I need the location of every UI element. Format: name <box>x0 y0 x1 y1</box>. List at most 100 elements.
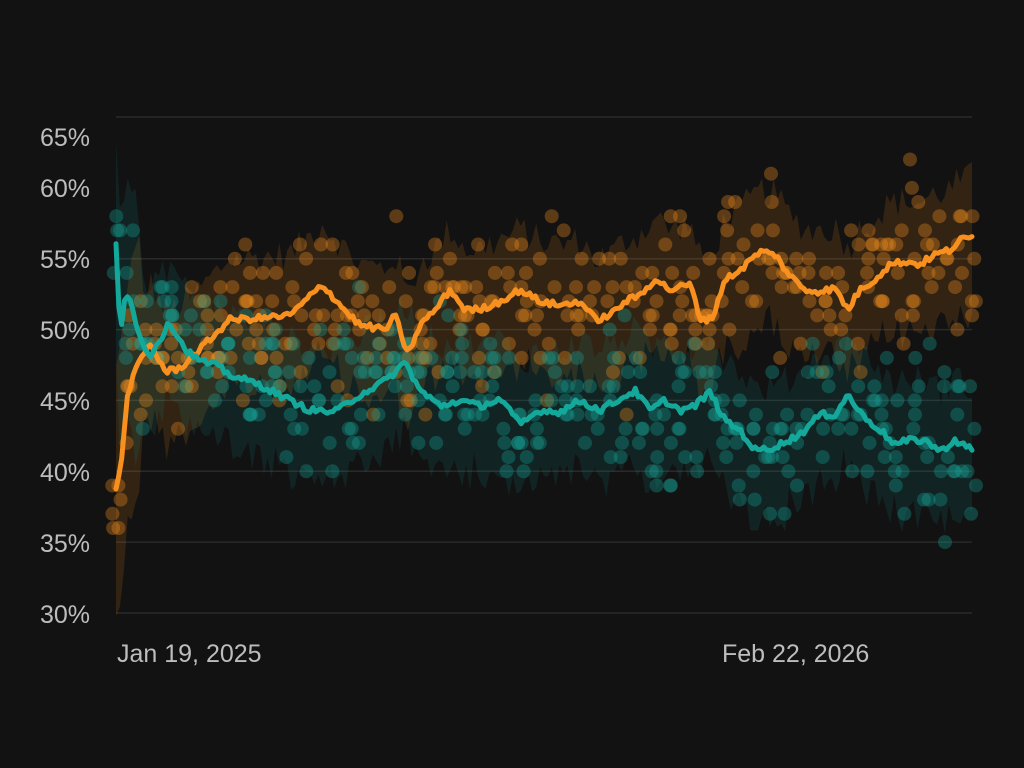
poll-dot <box>155 379 170 394</box>
poll-dot <box>850 336 865 351</box>
poll-dot <box>964 506 979 521</box>
poll-dot <box>633 365 648 380</box>
poll-dot <box>225 280 240 295</box>
poll-dot <box>344 350 359 365</box>
poll-dot <box>532 251 547 266</box>
poll-dot <box>165 308 180 323</box>
poll-dot <box>569 308 584 323</box>
poll-dot <box>119 265 134 280</box>
poll-dot <box>485 379 500 394</box>
poll-dot <box>402 265 416 280</box>
poll-dot <box>612 350 626 365</box>
poll-dot <box>921 265 936 280</box>
poll-dot <box>736 237 751 252</box>
poll-dot <box>745 294 759 309</box>
poll-dot <box>518 308 533 323</box>
poll-dot <box>239 294 254 309</box>
poll-dot <box>514 350 529 365</box>
poll-dot <box>601 379 616 394</box>
poll-dot <box>366 407 381 422</box>
poll-dot <box>875 294 890 309</box>
poll-dot <box>328 322 342 337</box>
poll-dot <box>672 308 687 323</box>
poll-dot <box>200 365 215 380</box>
poll-dot <box>475 322 490 337</box>
poll-dot <box>183 308 198 323</box>
poll-dot <box>605 280 620 295</box>
poll-dot <box>688 336 703 351</box>
poll-dot <box>802 251 816 266</box>
poll-dot <box>283 407 298 422</box>
poll-dot <box>165 308 180 323</box>
poll-dot <box>688 322 703 337</box>
poll-dot <box>110 223 125 238</box>
poll-dot <box>819 265 834 280</box>
poll-dot <box>454 280 469 295</box>
poll-dot <box>721 195 736 209</box>
poll-dot <box>905 308 920 323</box>
poll-dot <box>259 393 273 408</box>
poll-dot <box>570 407 585 422</box>
poll-dot <box>179 379 194 394</box>
poll-dot <box>352 280 367 295</box>
poll-dot <box>968 294 983 309</box>
poll-dot <box>239 379 254 394</box>
poll-dot <box>746 421 761 436</box>
poll-dot <box>632 350 647 365</box>
teal-series-band <box>116 142 972 535</box>
poll-dot <box>950 407 965 422</box>
poll-dot <box>765 265 780 280</box>
poll-dot <box>299 464 314 479</box>
poll-dot <box>732 393 747 408</box>
poll-dot <box>860 464 875 479</box>
poll-dot <box>475 379 490 394</box>
poll-dot <box>619 407 634 422</box>
poll-dot <box>227 251 242 266</box>
poll-dot <box>965 308 980 323</box>
poll-dot <box>106 521 121 535</box>
poll-dot <box>255 265 270 280</box>
poll-dot <box>905 294 920 309</box>
poll-dot <box>650 450 665 465</box>
poll-dot <box>873 294 888 309</box>
poll-dot <box>184 379 199 394</box>
poll-dot <box>851 237 866 252</box>
poll-dot <box>650 421 665 436</box>
poll-dot <box>369 365 384 380</box>
poll-dot <box>749 294 764 309</box>
poll-dot <box>514 237 529 252</box>
poll-dot <box>645 308 660 323</box>
poll-dot <box>924 280 939 295</box>
poll-dot <box>336 336 351 351</box>
poll-dot <box>765 365 780 380</box>
poll-dot <box>516 464 531 479</box>
poll-dot <box>350 294 365 309</box>
poll-dot <box>412 350 427 365</box>
poll-dot <box>946 464 961 479</box>
poll-dot <box>339 336 354 351</box>
poll-dot <box>573 308 588 323</box>
poll-dot <box>911 195 926 209</box>
poll-dot <box>499 464 514 479</box>
poll-dot <box>606 365 620 380</box>
poll-dot <box>879 237 894 252</box>
poll-dot <box>592 251 607 266</box>
poll-dot <box>673 209 688 224</box>
poll-dot <box>496 421 511 436</box>
poll-dot <box>838 308 853 323</box>
poll-dot <box>471 350 486 365</box>
poll-dot <box>170 350 185 365</box>
poll-dot <box>677 223 692 238</box>
poll-dot <box>344 421 359 436</box>
poll-dot <box>411 435 426 450</box>
poll-dot <box>690 464 705 479</box>
poll-dot <box>322 435 337 450</box>
poll-dot <box>634 421 649 436</box>
poll-dot <box>126 223 140 238</box>
poll-dot <box>272 379 287 394</box>
poll-dot <box>663 322 677 337</box>
poll-dot <box>607 350 622 365</box>
poll-dot <box>441 308 456 323</box>
poll-dot <box>221 336 236 351</box>
poll-dot <box>125 336 140 351</box>
